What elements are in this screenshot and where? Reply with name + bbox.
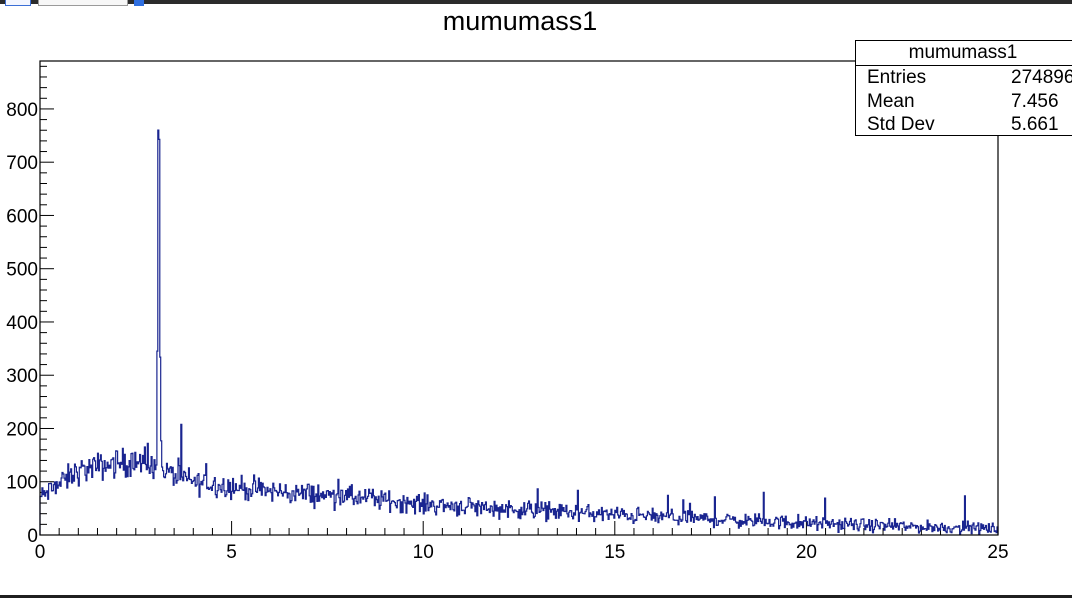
- stats-std-label: Std Dev: [867, 114, 935, 135]
- x-tick-label: 5: [226, 542, 237, 563]
- stats-row-stddev: Std Dev 5.661: [856, 113, 1072, 135]
- chart-title: mumumass1: [443, 6, 598, 36]
- y-tick-label: 400: [6, 313, 38, 334]
- y-tick-label: 200: [6, 419, 38, 440]
- bottom-border: [0, 595, 1072, 598]
- top-toolbar-strip: [0, 0, 1072, 4]
- stats-std-value: 5.661: [1011, 114, 1059, 135]
- x-tick-label: 20: [796, 542, 817, 563]
- toolbar-checkbox[interactable]: [5, 0, 31, 6]
- toolbar-button[interactable]: [134, 0, 144, 6]
- stats-row-mean: Mean 7.456: [856, 90, 1072, 114]
- plot-frame: [39, 60, 999, 536]
- y-tick-label: 100: [6, 473, 38, 494]
- x-tick-label: 10: [413, 542, 434, 563]
- stats-entries-value: 274896: [1011, 67, 1072, 88]
- toolbar-field[interactable]: [38, 0, 128, 6]
- y-tick-label: 0: [27, 526, 38, 547]
- stats-title: mumumass1: [856, 41, 1072, 66]
- x-tick-label: 25: [987, 542, 1008, 563]
- y-tick-label: 700: [6, 153, 38, 174]
- stats-row-entries: Entries 274896: [856, 66, 1072, 90]
- y-tick-label: 500: [6, 260, 38, 281]
- stats-mean-label: Mean: [867, 90, 915, 112]
- stats-entries-label: Entries: [867, 67, 927, 88]
- histogram-series: [39, 129, 999, 535]
- stats-box: mumumass1 Entries 274896 Mean 7.456 Std …: [855, 40, 1072, 136]
- y-tick-label: 800: [6, 100, 38, 121]
- stats-mean-value: 7.456: [1011, 90, 1059, 112]
- x-tick-label: 15: [604, 542, 625, 563]
- x-tick-label: 0: [35, 542, 46, 563]
- y-tick-label: 300: [6, 366, 38, 387]
- y-tick-label: 600: [6, 206, 38, 227]
